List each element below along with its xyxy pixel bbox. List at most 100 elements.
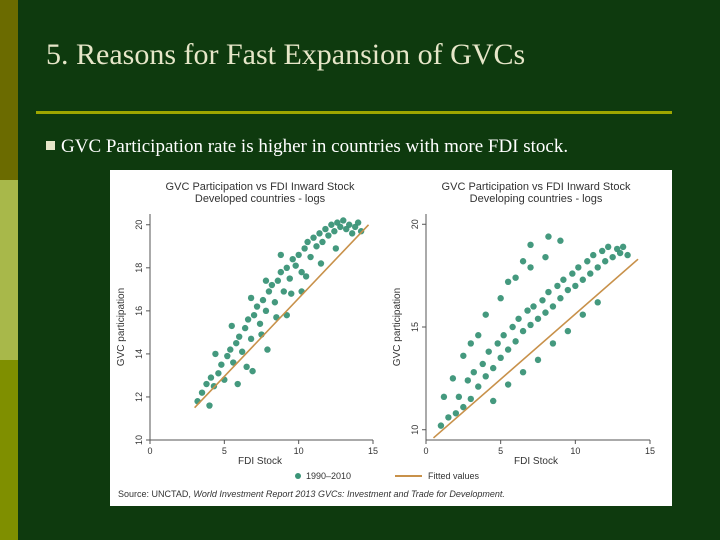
chart2-point [549, 303, 557, 310]
chart1-point [288, 290, 295, 297]
chart1-fitted-line [194, 224, 370, 409]
chart1-point [215, 370, 222, 377]
chart1-point [230, 359, 237, 366]
chart2-point [445, 414, 452, 421]
chart1-plot-area [150, 214, 373, 440]
chart2-point [497, 354, 504, 362]
chart2-point [569, 270, 576, 277]
chart1-point [256, 320, 264, 327]
chart2-point [512, 338, 519, 345]
source-report-1: World Investment Report 2013 [193, 489, 315, 499]
charts-svg: GVC Participation vs FDI Inward Stock De… [116, 181, 655, 499]
chart2-x-tick-label: 10 [570, 446, 580, 456]
chart1-y-tick-label: 12 [134, 392, 144, 402]
chart2-point [504, 346, 512, 353]
chart2-y-tick-label: 15 [410, 322, 420, 332]
source-note: Source: UNCTAD, World Investment Report … [118, 489, 505, 499]
chart2-point [509, 323, 516, 331]
chart1-point [234, 380, 241, 388]
chart2-point [490, 364, 497, 372]
chart2-point [500, 332, 507, 339]
chart2-plot-area [426, 214, 650, 440]
chart2-point [467, 395, 474, 403]
chart2-point [534, 356, 542, 364]
chart1-point [286, 275, 293, 282]
source-report-2: GVCs: Investment and Trade for Developme… [318, 489, 505, 499]
chart1-point [298, 268, 305, 276]
chart2-point [579, 311, 586, 318]
chart1-point [317, 260, 325, 267]
chart1-point [236, 333, 243, 340]
chart2-point [512, 274, 519, 281]
bullet-text: GVC Participation rate is higher in coun… [61, 136, 569, 157]
chart2-point [545, 233, 552, 240]
chart2-point [467, 340, 474, 347]
chart1-point [249, 367, 256, 375]
chart2-point [515, 315, 522, 322]
chart1-point [357, 228, 365, 235]
chart1-point [325, 232, 332, 239]
chart1-point [241, 324, 249, 332]
chart2-point [554, 282, 561, 290]
chart1-point [238, 348, 246, 355]
chart1-x-tick-label: 5 [222, 446, 227, 456]
chart2-point [572, 282, 579, 290]
bullet-item: GVC Participation rate is higher in coun… [46, 136, 568, 158]
chart2-point [494, 340, 501, 347]
chart1-y-tick-label: 10 [134, 435, 144, 445]
chart2-subtitle: Developing countries - logs [470, 193, 603, 205]
chart1-point [302, 273, 310, 280]
chart2-point [482, 373, 489, 380]
chart2-ylabel: GVC participation [392, 288, 403, 366]
chart1-point [265, 288, 273, 295]
chart1-xlabel: FDI Stock [238, 456, 283, 467]
chart2-point [616, 249, 624, 257]
chart-figure: GVC Participation vs FDI Inward Stock De… [110, 170, 672, 506]
chart1-point [322, 225, 329, 233]
side-accent-bar-top [0, 0, 18, 180]
chart2-point [545, 288, 552, 296]
chart2-point [490, 397, 497, 405]
chart2-point [485, 348, 492, 355]
chart2-point [624, 251, 631, 259]
chart1-ylabel: GVC participation [116, 288, 127, 366]
chart1-point [218, 361, 225, 368]
chart1-point [331, 228, 338, 235]
chart2-fitted-line [432, 258, 639, 439]
chart1-point [227, 346, 234, 353]
chart1-point [212, 350, 219, 358]
chart2-point [440, 393, 448, 401]
chart1-point [259, 296, 267, 304]
legend-fitted-label: Fitted values [428, 471, 480, 481]
title-divider [36, 111, 672, 114]
chart1-point [277, 251, 285, 259]
chart2-point [549, 340, 557, 347]
legend-points-marker [295, 473, 301, 479]
chart2-point [594, 264, 601, 271]
chart2-y-tick-label: 10 [410, 425, 420, 435]
chart2-point [542, 309, 549, 316]
chart1-point [224, 352, 231, 360]
chart1-point [207, 374, 215, 381]
chart2-point [449, 375, 457, 382]
chart1-point [283, 264, 290, 272]
chart2-point [460, 352, 467, 359]
chart2-point [560, 276, 567, 283]
chart1-point [316, 230, 323, 237]
chart1-y-tick-label: 20 [134, 220, 144, 230]
chart1-point [289, 256, 296, 263]
chart2-point [519, 258, 527, 265]
chart2-point [539, 297, 546, 304]
chart2-point [475, 383, 482, 390]
chart1-point [277, 268, 285, 276]
chart1-y-tick-label: 16 [134, 306, 144, 316]
chart1-point [310, 234, 317, 241]
chart1-point [301, 245, 308, 252]
chart2-title: GVC Participation vs FDI Inward Stock [442, 181, 631, 193]
chart1-point [292, 262, 299, 269]
chart1-title: GVC Participation vs FDI Inward Stock [166, 181, 355, 193]
chart2-point [530, 303, 537, 310]
chart1-point [332, 245, 340, 252]
chart2-point [452, 410, 460, 417]
chart1-subtitle: Developed countries - logs [195, 193, 326, 205]
